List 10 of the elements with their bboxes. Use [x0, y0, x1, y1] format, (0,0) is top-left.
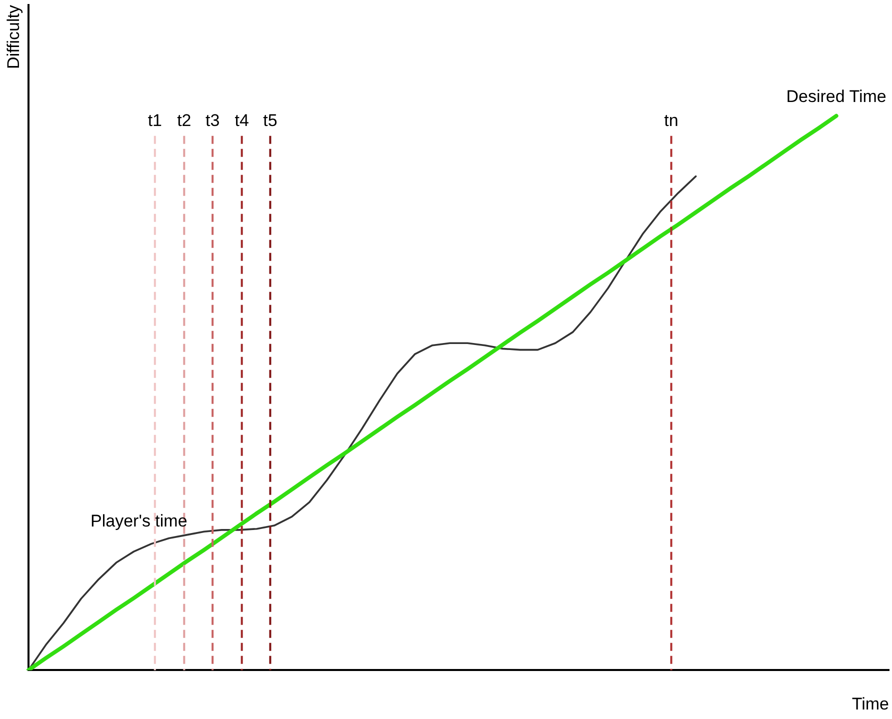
y-axis-title: Difficulty [4, 4, 23, 69]
series-label: Desired Time [786, 87, 886, 106]
x-axis-title: Time [852, 694, 889, 714]
annotation: t3 [205, 111, 220, 130]
annotation: t4 [234, 111, 249, 130]
annotation: t5 [263, 111, 278, 130]
series-label: Player's time [90, 511, 188, 530]
annotation: t2 [177, 111, 192, 130]
annotation: t1 [148, 111, 162, 130]
annotation: tn [664, 111, 678, 130]
